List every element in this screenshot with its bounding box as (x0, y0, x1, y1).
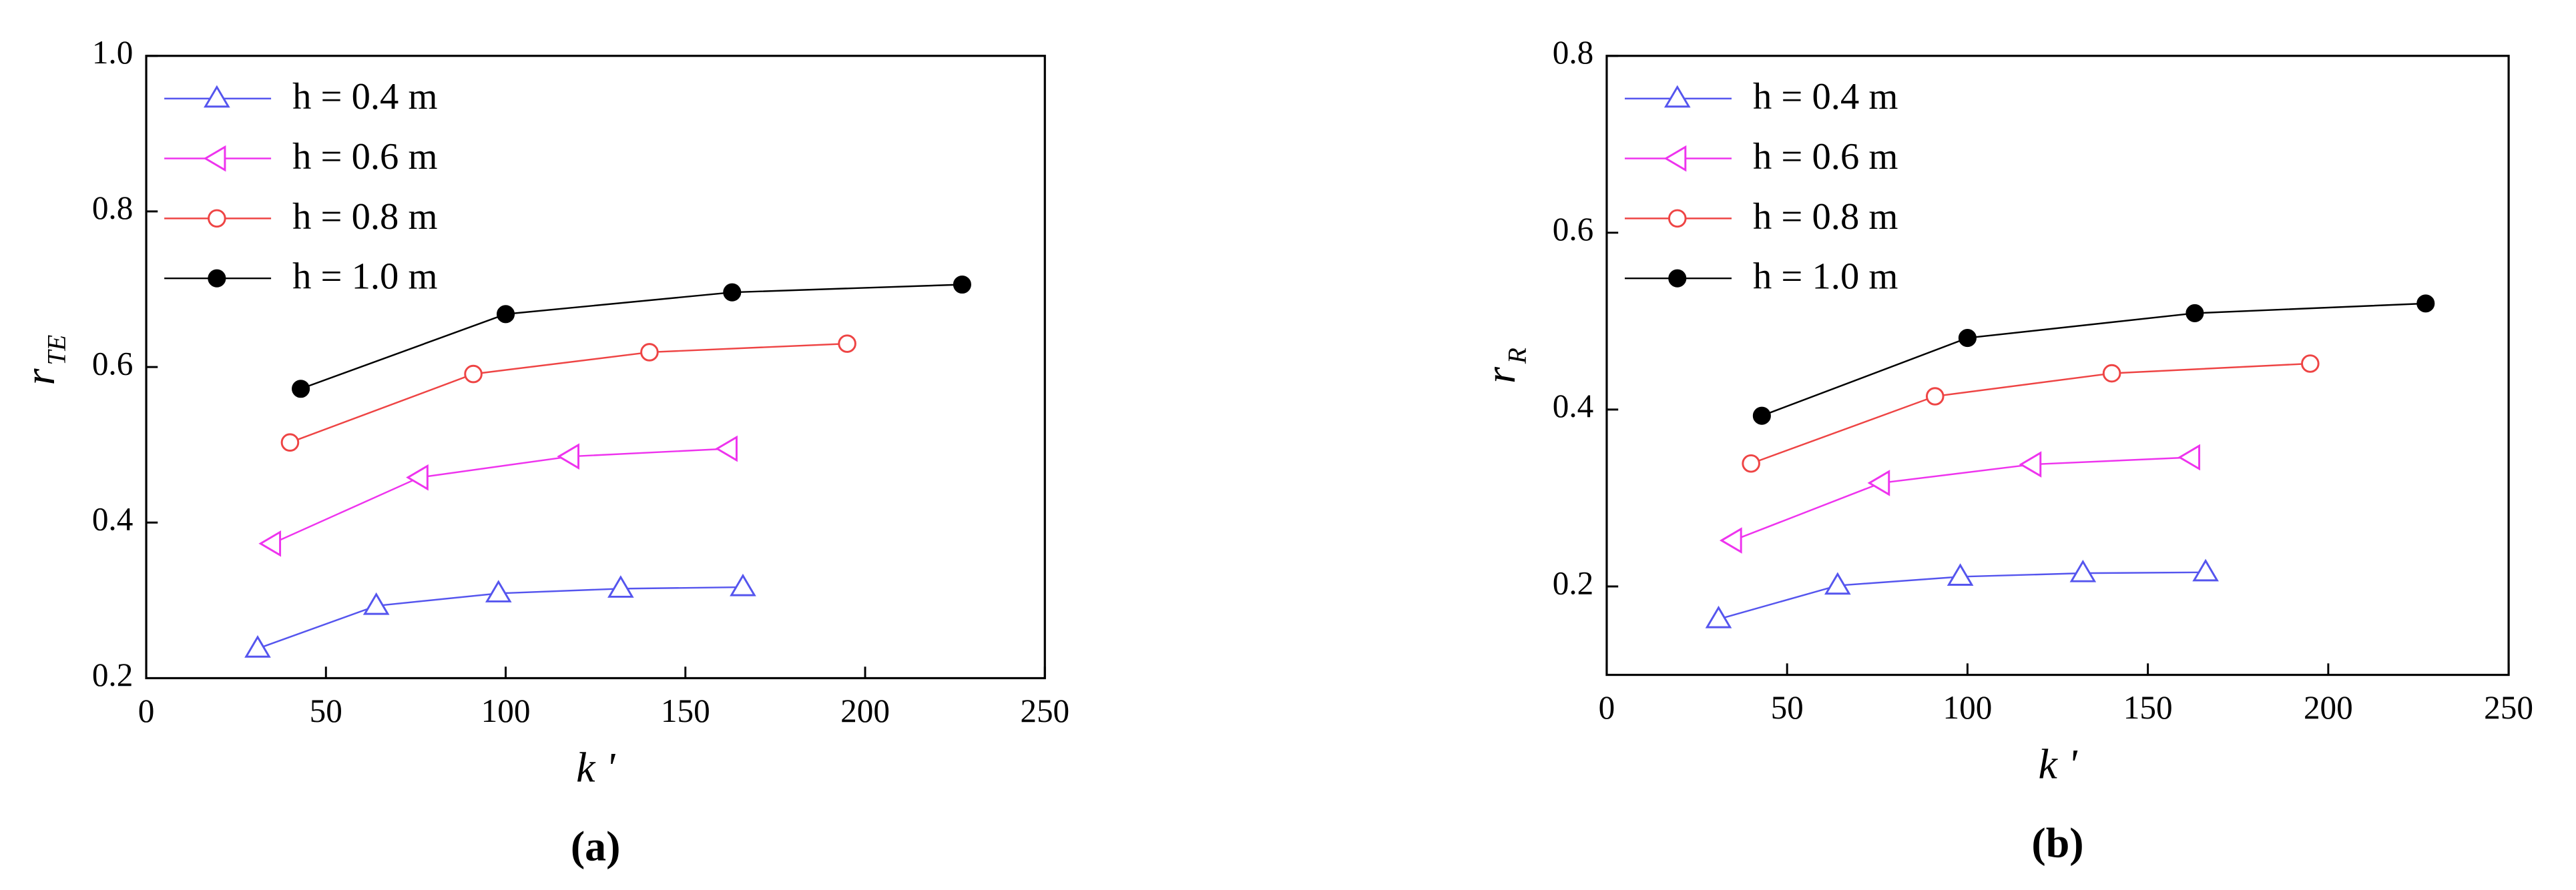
x-tick-label: 250 (1020, 693, 1069, 729)
y-tick-label: 0.8 (92, 189, 134, 226)
marker (953, 275, 971, 294)
marker (1705, 605, 1732, 628)
series-line (1761, 302, 2426, 417)
legend-marker (208, 209, 226, 228)
legend-label: h = 1.0 m (1753, 256, 1898, 298)
series-line (1750, 362, 2310, 464)
x-tick-label: 250 (2484, 689, 2533, 726)
marker (1752, 406, 1771, 425)
legend-marker (204, 85, 230, 108)
x-axis-label: k ' (576, 743, 615, 791)
y-tick-label: 0.6 (92, 345, 134, 382)
y-axis-label: r TE (16, 335, 71, 386)
marker (1925, 387, 1945, 406)
marker (715, 435, 738, 462)
marker (2069, 559, 2097, 582)
y-tick-label: 0.8 (1553, 34, 1594, 71)
marker (1958, 329, 1977, 348)
y-tick-label: 0.6 (1553, 211, 1594, 248)
caption: (b) (2031, 819, 2083, 867)
marker (640, 343, 659, 362)
x-tick-label: 150 (661, 693, 710, 729)
legend-label: h = 1.0 m (292, 256, 437, 298)
plot-frame (145, 55, 1046, 680)
legend-label: h = 0.6 m (292, 136, 437, 177)
legend-marker (1663, 145, 1687, 172)
marker (292, 380, 310, 398)
y-axis-label-sub: R (1503, 348, 1532, 364)
y-axis-label-sub: TE (42, 335, 71, 366)
chart: 0 50 100 150 200 250 0.2 0.4 0.6 0.8 h = 0.4 m h = … (1477, 34, 2533, 867)
series-line (1732, 456, 2192, 542)
legend-marker (1667, 209, 1687, 228)
marker (485, 580, 512, 602)
legend-label: h = 0.8 m (292, 196, 437, 238)
y-axis-label-main: r (16, 368, 63, 385)
legend-marker (208, 269, 226, 288)
x-tick-label: 100 (1943, 689, 1992, 726)
marker (2177, 444, 2201, 471)
y-tick-label: 0.4 (1553, 388, 1594, 424)
legend-label: h = 0.6 m (1753, 136, 1898, 177)
y-tick-label: 0.4 (92, 501, 134, 538)
y-axis-label-main: r (1477, 366, 1524, 384)
marker (406, 464, 429, 491)
plot-frame (1605, 55, 2510, 677)
marker (1824, 572, 1851, 595)
legend-label: h = 0.4 m (292, 76, 437, 117)
marker (1742, 454, 1760, 473)
marker (1947, 563, 1974, 586)
x-tick-label: 150 (2123, 689, 2173, 726)
marker (2019, 451, 2042, 478)
series-line (272, 448, 729, 544)
chart: 0 50 100 150 200 250 0.2 0.4 0.6 0.8 1.0 h = 0.4 m h… (16, 34, 1069, 870)
y-tick-label: 1.0 (92, 34, 134, 71)
x-axis-label: k ' (2038, 741, 2077, 788)
x-tick-label: 100 (481, 693, 531, 729)
marker (2416, 294, 2435, 313)
y-axis-label: rR (1477, 348, 1531, 384)
marker (496, 305, 515, 324)
marker (280, 433, 300, 452)
marker (607, 575, 634, 598)
marker (1719, 527, 1742, 554)
y-tick-label: 0.2 (92, 656, 134, 693)
marker (557, 443, 579, 470)
legend-marker (1668, 269, 1687, 288)
marker (2301, 354, 2320, 373)
marker (464, 364, 483, 384)
series-line (290, 342, 848, 444)
marker (1867, 470, 1890, 496)
marker (2185, 304, 2204, 322)
legend-label: h = 0.4 m (1753, 76, 1898, 117)
legend-marker (1663, 85, 1691, 108)
x-tick-label: 0 (1599, 689, 1615, 726)
marker (838, 334, 856, 353)
marker (258, 530, 282, 557)
x-tick-label: 200 (840, 693, 890, 729)
y-tick-label: 0.2 (1553, 564, 1594, 601)
marker (2192, 558, 2219, 582)
marker (2102, 364, 2121, 383)
marker (362, 592, 390, 615)
marker (244, 635, 271, 658)
x-tick-label: 0 (138, 693, 155, 729)
x-tick-label: 200 (2304, 689, 2353, 726)
series-line (300, 284, 963, 390)
marker (723, 283, 742, 302)
legend-label: h = 0.8 m (1753, 196, 1898, 238)
caption: (a) (571, 823, 621, 870)
x-tick-label: 50 (1771, 689, 1804, 726)
marker (730, 573, 756, 596)
legend-marker (203, 145, 226, 172)
x-tick-label: 50 (310, 693, 342, 729)
